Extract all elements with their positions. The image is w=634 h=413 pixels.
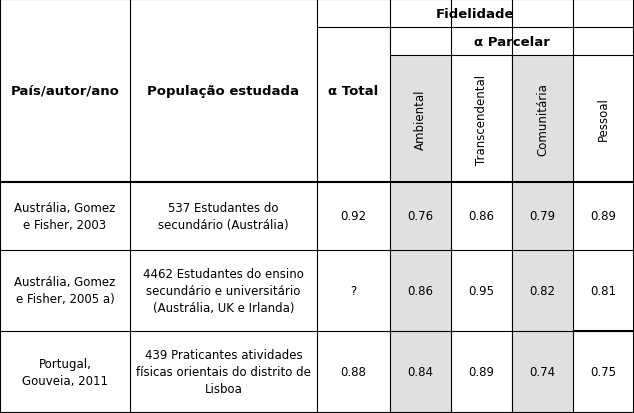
Polygon shape bbox=[390, 0, 451, 413]
Text: 0.84: 0.84 bbox=[407, 366, 433, 378]
Text: 0.82: 0.82 bbox=[529, 284, 555, 297]
Text: 537 Estudantes do
secundário (Austrália): 537 Estudantes do secundário (Austrália) bbox=[158, 201, 288, 231]
Text: Pessoal: Pessoal bbox=[597, 97, 610, 141]
Text: 0.95: 0.95 bbox=[469, 284, 495, 297]
Text: 0.89: 0.89 bbox=[469, 366, 495, 378]
Text: 0.74: 0.74 bbox=[529, 366, 555, 378]
Text: Austrália, Gomez
e Fisher, 2005 a): Austrália, Gomez e Fisher, 2005 a) bbox=[15, 275, 115, 306]
Text: 0.81: 0.81 bbox=[591, 284, 617, 297]
Text: Transcendental: Transcendental bbox=[475, 74, 488, 164]
Text: 0.76: 0.76 bbox=[407, 210, 434, 223]
Text: Ambiental: Ambiental bbox=[414, 89, 427, 150]
Text: 0.86: 0.86 bbox=[407, 284, 433, 297]
Polygon shape bbox=[317, 0, 634, 28]
Text: País/autor/ano: País/autor/ano bbox=[11, 85, 119, 97]
Text: Austrália, Gomez
e Fisher, 2003: Austrália, Gomez e Fisher, 2003 bbox=[15, 201, 115, 231]
Text: 0.79: 0.79 bbox=[529, 210, 555, 223]
Polygon shape bbox=[390, 28, 634, 56]
Text: ?: ? bbox=[350, 284, 356, 297]
Text: 0.88: 0.88 bbox=[340, 366, 366, 378]
Text: α Total: α Total bbox=[328, 85, 378, 97]
Text: 439 Praticantes atividades
físicas orientais do distrito de
Lisboa: 439 Praticantes atividades físicas orien… bbox=[136, 349, 311, 395]
Text: População estudada: População estudada bbox=[147, 85, 299, 97]
Text: α Parcelar: α Parcelar bbox=[474, 36, 550, 49]
Text: Comunitária: Comunitária bbox=[536, 83, 549, 156]
Text: Portugal,
Gouveia, 2011: Portugal, Gouveia, 2011 bbox=[22, 357, 108, 387]
Text: 0.89: 0.89 bbox=[591, 210, 617, 223]
Text: Fidelidade: Fidelidade bbox=[436, 7, 515, 21]
Polygon shape bbox=[512, 0, 573, 413]
Text: 0.75: 0.75 bbox=[591, 366, 617, 378]
Text: 4462 Estudantes do ensino
secundário e universitário
(Austrália, UK e Irlanda): 4462 Estudantes do ensino secundário e u… bbox=[143, 267, 304, 314]
Text: 0.92: 0.92 bbox=[340, 210, 366, 223]
Text: 0.86: 0.86 bbox=[469, 210, 495, 223]
